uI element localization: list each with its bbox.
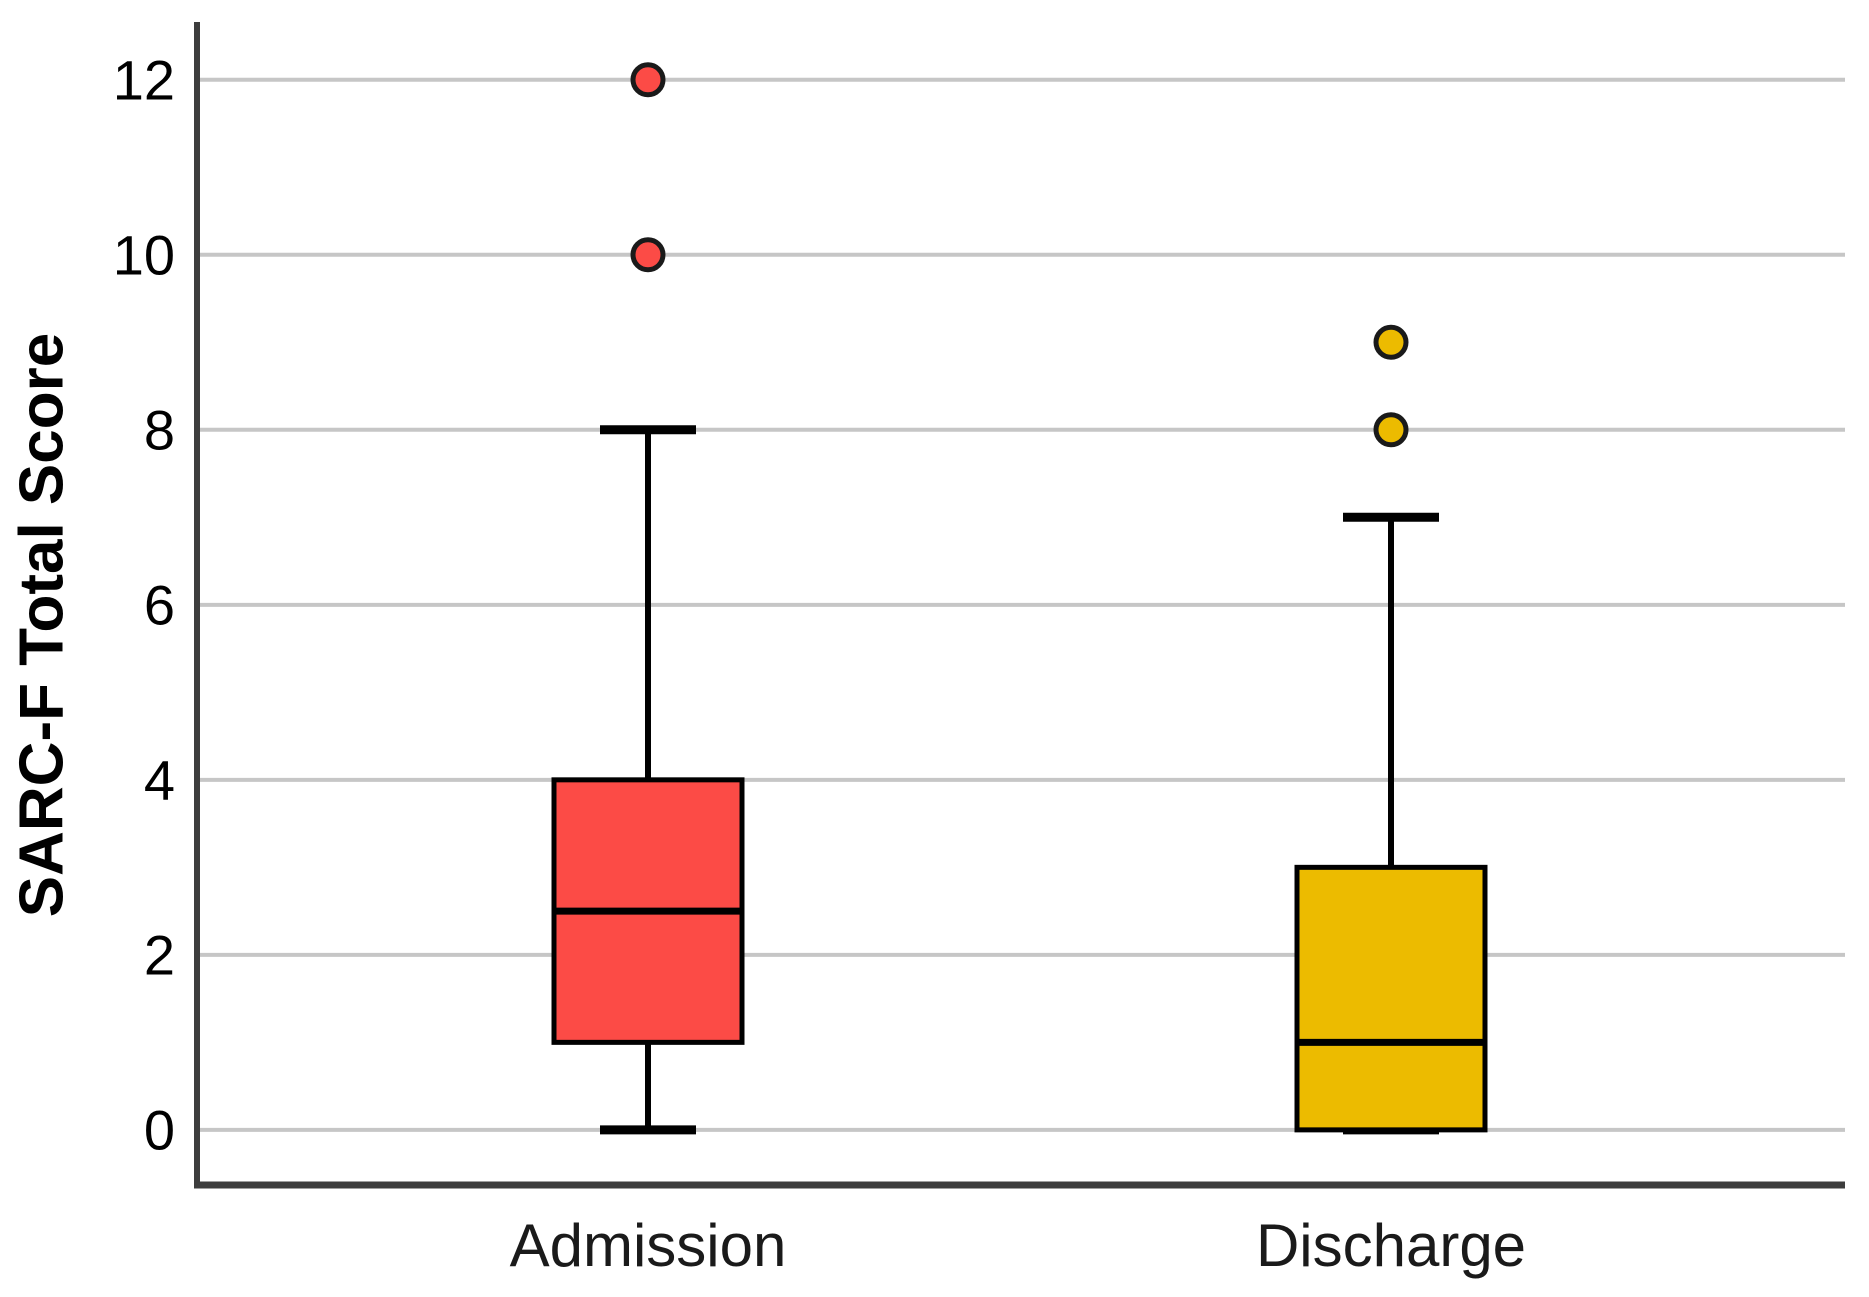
outlier-discharge-8 [1373, 412, 1409, 448]
y-tick-label-4: 4 [144, 748, 175, 811]
axes-layer [194, 22, 1845, 1189]
iqr-box-discharge [1294, 864, 1488, 1133]
y-tick-label-0: 0 [144, 1098, 175, 1161]
labels-layer: 0 2 4 6 8 10 12 Admission Discharge [113, 48, 1526, 1279]
y-tick-label-12: 12 [113, 48, 175, 111]
gridlines-layer [197, 77, 1845, 1132]
outlier-admission-10 [630, 237, 666, 273]
x-category-label-discharge: Discharge [1256, 1212, 1526, 1279]
y-tick-label-10: 10 [113, 223, 175, 286]
y-tick-label-2: 2 [144, 923, 175, 986]
outlier-admission-12 [630, 62, 666, 98]
y-tick-label-6: 6 [144, 573, 175, 636]
x-category-label-admission: Admission [510, 1212, 787, 1279]
outlier-discharge-9 [1373, 324, 1409, 360]
y-axis-title: SARC-F Total Score [8, 333, 77, 917]
y-tick-label-8: 8 [144, 398, 175, 461]
boxes-layer [551, 62, 1488, 1135]
